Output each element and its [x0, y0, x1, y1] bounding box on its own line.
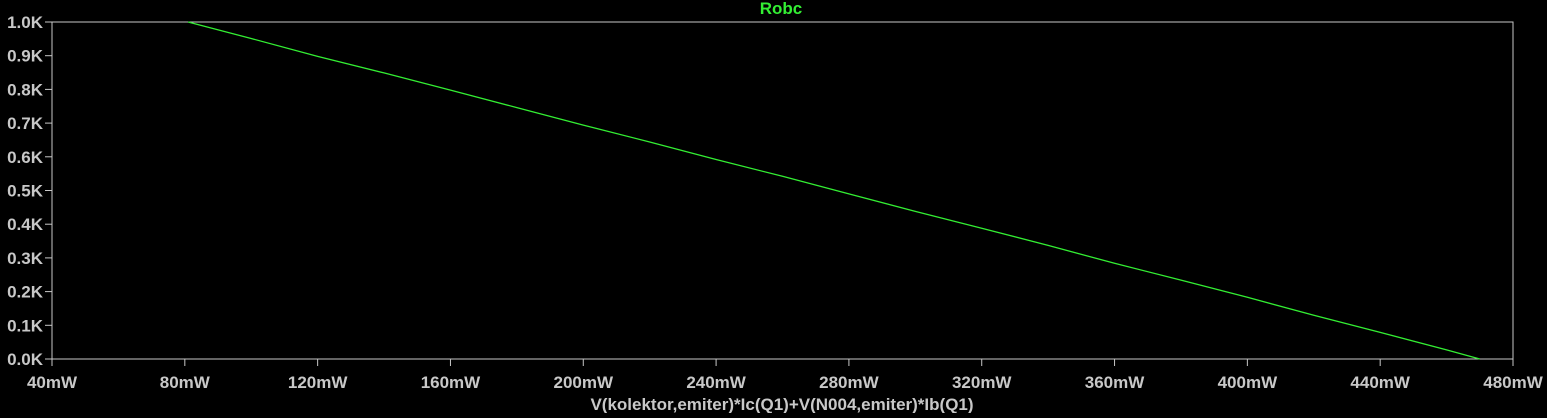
y-tick-label: 0.7K	[7, 114, 44, 133]
y-tick-label: 0.9K	[7, 47, 44, 66]
y-tick-label: 1.0K	[7, 13, 44, 32]
y-tick-label: 0.6K	[7, 148, 44, 167]
x-axis-label: V(kolektor,emiter)*Ic(Q1)+V(N004,emiter)…	[590, 395, 973, 413]
x-tick-label: 440mW	[1350, 373, 1410, 392]
x-tick-label: 240mW	[686, 373, 746, 392]
x-tick-label: 120mW	[288, 373, 348, 392]
y-tick-label: 0.0K	[7, 350, 44, 369]
plot-frame	[51, 21, 1514, 360]
x-tick-label: 400mW	[1218, 373, 1278, 392]
x-tick-label: 320mW	[952, 373, 1012, 392]
x-tick-label: 280mW	[819, 373, 879, 392]
x-tick-label: 200mW	[554, 373, 614, 392]
y-tick-label: 0.1K	[7, 316, 44, 335]
y-tick-label: 0.4K	[7, 215, 44, 234]
traces	[187, 21, 1480, 360]
x-tick-label: 40mW	[27, 373, 78, 392]
x-axis: 40mW 80mW 120mW 160mW 200mW 240mW 280mW 320mW 36…	[27, 359, 1544, 392]
series-line-robc	[187, 21, 1480, 360]
y-axis: 0.0K 0.1K 0.2K 0.3K 0.4K 0.5K 0.6K 0.7K 0.8K 0.9K…	[7, 13, 52, 369]
x-tick-label: 160mW	[421, 373, 481, 392]
x-tick-label: 80mW	[160, 373, 211, 392]
y-tick-label: 0.2K	[7, 283, 44, 302]
x-tick-label: 480mW	[1483, 373, 1543, 392]
x-tick-label: 360mW	[1085, 373, 1145, 392]
y-tick-label: 0.3K	[7, 249, 44, 268]
y-tick-label: 0.8K	[7, 80, 44, 99]
chart-title: Robc	[760, 0, 803, 18]
y-tick-label: 0.5K	[7, 182, 44, 201]
